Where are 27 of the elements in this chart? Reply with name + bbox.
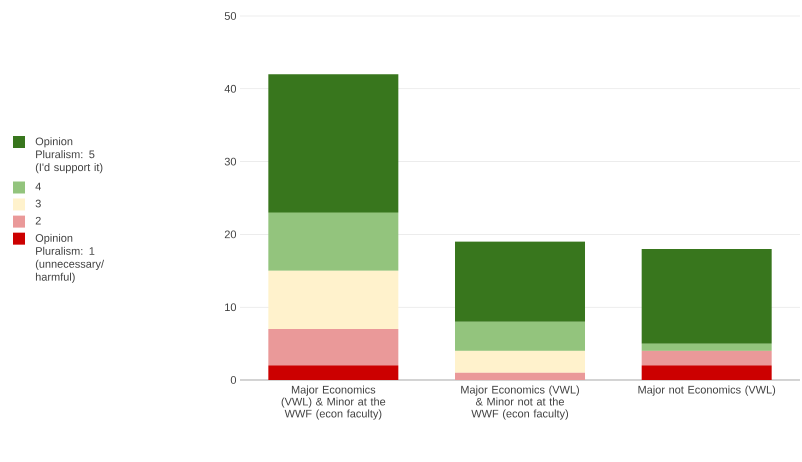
bar [268,365,398,380]
bar [642,365,772,380]
x-tick-label: Major Economics (VWL) & Minor not at the WWF (econ faculty) [461,386,579,420]
bar [268,212,398,271]
y-tick-label: 30 [224,158,236,166]
legend-label: Opinion Pluralism: 5 (I'd support it) [36,137,102,174]
bar [642,248,772,344]
bar [268,270,398,330]
bar [455,372,586,380]
bar [455,350,586,373]
y-tick-label: 20 [224,230,236,238]
y-tick-label: 40 [224,84,236,93]
bar [642,350,772,366]
legend-label: 3 [36,200,41,208]
bar [455,322,586,351]
y-tick-label: 10 [225,303,236,312]
x-tick-label: Major Economics (VWL) & Minor at the WWF (econ faculty) [282,386,386,420]
y-tick-label: 50 [224,12,236,20]
bar [642,344,772,351]
legend-label: 4 [35,182,41,190]
bar [455,242,586,322]
legend-label: 2 [36,216,41,224]
legend-label: Opinion Pluralism: 1 (unnecessary/ harmful) [36,234,104,283]
bar [268,74,398,213]
bar [268,329,398,366]
x-tick-label: Major not Economics (VWL) [638,386,776,396]
y-tick-label: 0 [230,376,236,384]
